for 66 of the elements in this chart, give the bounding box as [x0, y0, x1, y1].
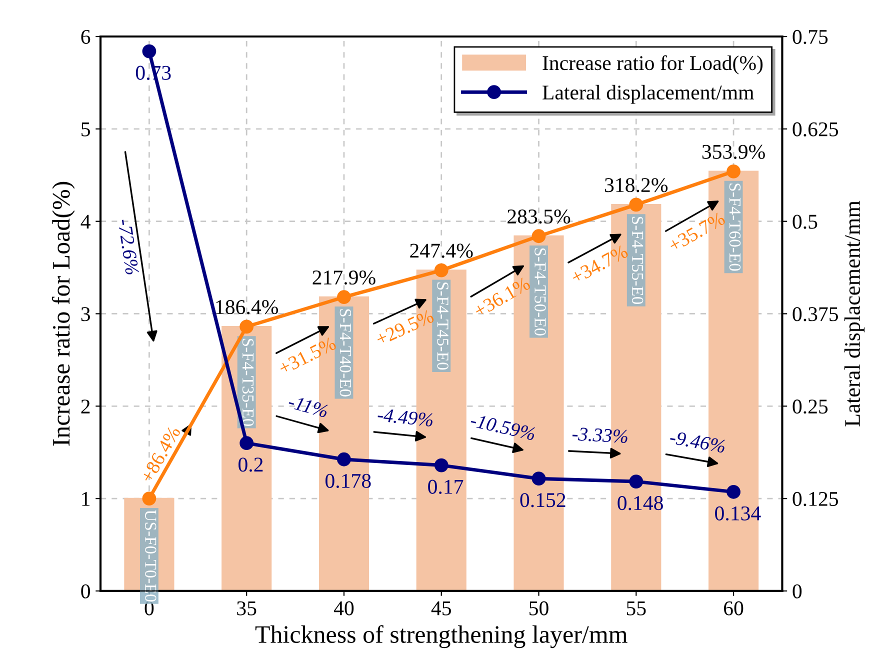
point: [142, 492, 156, 506]
x-tick-label: 50: [530, 601, 548, 616]
annotation: 186.4%: [216, 300, 278, 314]
annotation: S-F4-T40-E0: [340, 309, 352, 396]
point: [337, 290, 351, 304]
annotation: US-F0-T0-E0: [145, 510, 156, 602]
legend-label: Increase ratio for Load(%): [542, 55, 763, 74]
y2-tick-label: 0.75: [792, 30, 828, 44]
x-tick-label: 60: [724, 601, 744, 616]
annotation: S-F4-T60-E0: [729, 184, 741, 271]
y-tick-label: 4: [80, 214, 90, 229]
annotation: 318.2%: [605, 178, 668, 192]
point: [240, 320, 254, 334]
y2-tick-label: 0.625: [792, 122, 838, 136]
point: [240, 436, 254, 450]
y-tick-label: 1: [82, 492, 90, 506]
data-label: 0.17: [428, 480, 464, 494]
annotation: S-F4-T50-E0: [534, 248, 546, 336]
annotation: S-F4-T55-E0: [632, 216, 644, 304]
point: [726, 484, 740, 499]
y-tick-label: 2: [81, 400, 90, 414]
x-tick-label: 55: [626, 601, 646, 616]
y-tick-label: 5: [82, 122, 90, 136]
y-tick-label: 0: [81, 584, 90, 598]
x-tick-label: 0: [144, 601, 154, 616]
point: [337, 452, 351, 466]
annotation: +29.5%: [374, 309, 435, 346]
point: [532, 229, 546, 244]
annotation: -72.6%: [118, 218, 139, 275]
annotation: -4.49%: [377, 408, 434, 427]
point: [434, 263, 448, 278]
point: [629, 198, 644, 212]
legend-label: Lateral displacement/mm: [542, 84, 754, 104]
x-tick-label: 40: [334, 601, 354, 616]
annotation: -10.59%: [470, 413, 536, 441]
annotation: S-F4-T45-E0: [437, 282, 448, 370]
x-tick-label: 45: [431, 601, 451, 616]
data-label: 0.148: [618, 496, 663, 510]
y2-tick-label: 0.125: [792, 492, 838, 506]
y-axis-title: Increase ratio for Load(%): [52, 182, 75, 446]
annotation: -3.33%: [572, 427, 628, 444]
point: [629, 474, 644, 488]
x-axis-title: Thickness of strengthening layer/mm: [255, 625, 628, 648]
data-label: 0.152: [520, 493, 566, 508]
point: [726, 164, 740, 178]
annotation: S-F4-T35-E0: [242, 338, 254, 426]
y2-tick-label: 0.5: [792, 214, 818, 229]
y2-axis-title: Lateral displacement/mm: [844, 200, 865, 426]
y2-tick-label: 0.25: [792, 400, 828, 414]
annotation: -9.46%: [669, 430, 726, 454]
point: [142, 44, 156, 58]
annotation: 353.9%: [702, 144, 765, 159]
y-tick-label: 6: [81, 30, 90, 44]
point: [434, 458, 448, 472]
x-tick-label: 35: [237, 601, 256, 616]
annotation: -11%: [288, 394, 329, 418]
annotation: 283.5%: [508, 209, 570, 224]
y2-tick-label: 0.375: [792, 307, 838, 322]
y-tick-label: 3: [81, 307, 90, 322]
data-label: 0.134: [715, 506, 761, 521]
data-label: 0.2: [238, 458, 263, 472]
y2-tick-label: 0: [792, 584, 802, 598]
point: [532, 472, 546, 486]
data-label: 0.178: [326, 474, 371, 488]
annotation: 217.9%: [312, 270, 376, 285]
annotation: 247.4%: [410, 244, 473, 258]
